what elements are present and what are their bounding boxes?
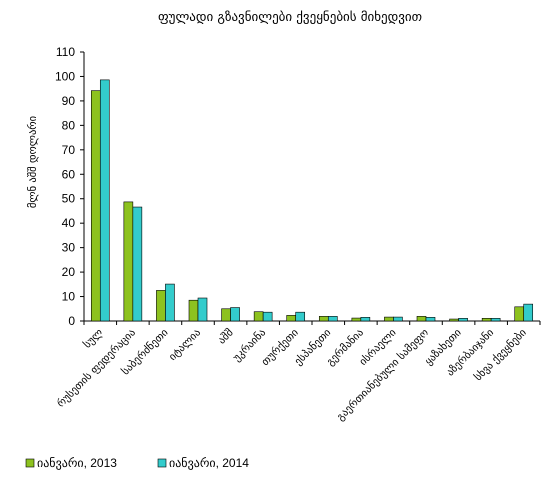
bar-2014 bbox=[165, 283, 175, 322]
legend-swatch bbox=[25, 458, 35, 468]
x-tick-label: იტალია bbox=[167, 327, 203, 363]
bar-2013 bbox=[286, 315, 297, 322]
y-tick-label: 40 bbox=[62, 216, 76, 230]
bar-2014 bbox=[230, 307, 240, 322]
y-tick-label: 30 bbox=[62, 241, 76, 255]
x-tick-label: სულ bbox=[81, 327, 105, 351]
bar-2013 bbox=[253, 311, 264, 322]
bar-2013 bbox=[156, 290, 166, 322]
bar-2014 bbox=[132, 206, 143, 322]
x-tick-label: აშშ bbox=[216, 327, 236, 347]
bar-2014 bbox=[327, 316, 338, 322]
bar-2014 bbox=[197, 297, 208, 322]
y-tick-label: 20 bbox=[62, 265, 76, 279]
bar-2013 bbox=[123, 201, 134, 322]
y-tick-label: 100 bbox=[55, 69, 75, 83]
y-tick-label: 80 bbox=[62, 118, 76, 132]
y-tick-label: 60 bbox=[62, 167, 76, 181]
bar-2014 bbox=[523, 303, 534, 322]
bar-2013 bbox=[384, 316, 394, 322]
bar-2013 bbox=[416, 316, 427, 322]
bar-2014 bbox=[262, 311, 273, 322]
legend-label: იანვარი, 2013 bbox=[37, 456, 117, 470]
bar-2014 bbox=[295, 311, 306, 322]
bar-2014 bbox=[458, 318, 468, 322]
bar-2013 bbox=[351, 317, 362, 322]
bar-2014 bbox=[393, 316, 403, 322]
y-tick-label: 10 bbox=[62, 290, 76, 304]
bar-2013 bbox=[514, 306, 525, 322]
y-tick-label: 50 bbox=[62, 192, 76, 206]
y-axis-label: მლნ აშშ დოლარი bbox=[27, 116, 39, 208]
chart-title: ფულადი გზავნილები ქვეყნების მიხედვით bbox=[158, 10, 422, 25]
bar-2014 bbox=[490, 318, 501, 322]
legend-label: იანვარი, 2014 bbox=[169, 456, 249, 470]
legend: იანვარი, 2013 იანვარი, 2014 bbox=[25, 456, 249, 470]
bar-2013 bbox=[188, 299, 199, 322]
bar-2013 bbox=[221, 308, 231, 322]
bar-2013 bbox=[90, 90, 101, 322]
bar-2013 bbox=[449, 318, 459, 322]
legend-swatch bbox=[157, 458, 167, 468]
y-tick-label: 90 bbox=[62, 94, 76, 108]
y-tick-label: 110 bbox=[56, 45, 75, 59]
y-tick-label: 70 bbox=[62, 143, 76, 157]
bar-2013 bbox=[318, 316, 329, 322]
bar-2014 bbox=[99, 79, 110, 322]
y-tick-label: 0 bbox=[68, 314, 75, 328]
bar-2013 bbox=[481, 318, 492, 322]
bar-2014 bbox=[425, 317, 436, 322]
bar-2014 bbox=[360, 317, 371, 322]
